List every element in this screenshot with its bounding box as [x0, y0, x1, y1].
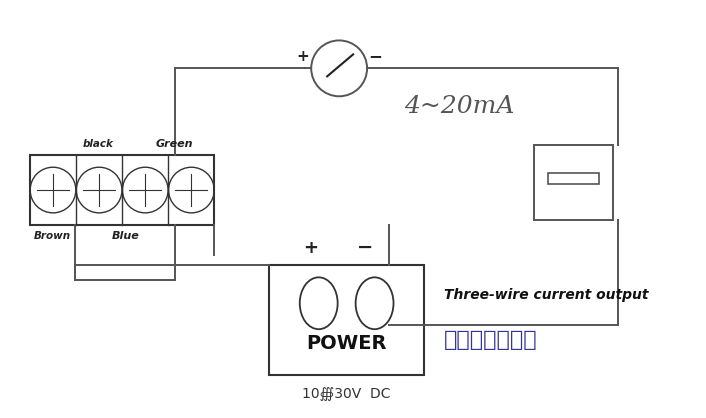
Text: +: + — [297, 49, 310, 64]
Text: black: black — [83, 139, 114, 149]
Text: Green: Green — [155, 139, 193, 149]
Bar — [534, 145, 614, 220]
Bar — [548, 173, 599, 184]
Text: 10∰30V  DC: 10∰30V DC — [302, 387, 391, 400]
Text: 4~20mA: 4~20mA — [404, 95, 515, 118]
Text: Blue: Blue — [112, 231, 140, 241]
Text: Brown: Brown — [33, 231, 71, 241]
Text: −: − — [357, 238, 373, 257]
Bar — [269, 265, 424, 375]
Text: −: − — [368, 47, 382, 65]
Text: Three-wire current output: Three-wire current output — [444, 288, 648, 302]
Text: +: + — [304, 239, 318, 257]
Text: 三线制电流输出: 三线制电流输出 — [444, 330, 537, 350]
Text: POWER: POWER — [306, 334, 387, 353]
Bar — [30, 155, 215, 225]
